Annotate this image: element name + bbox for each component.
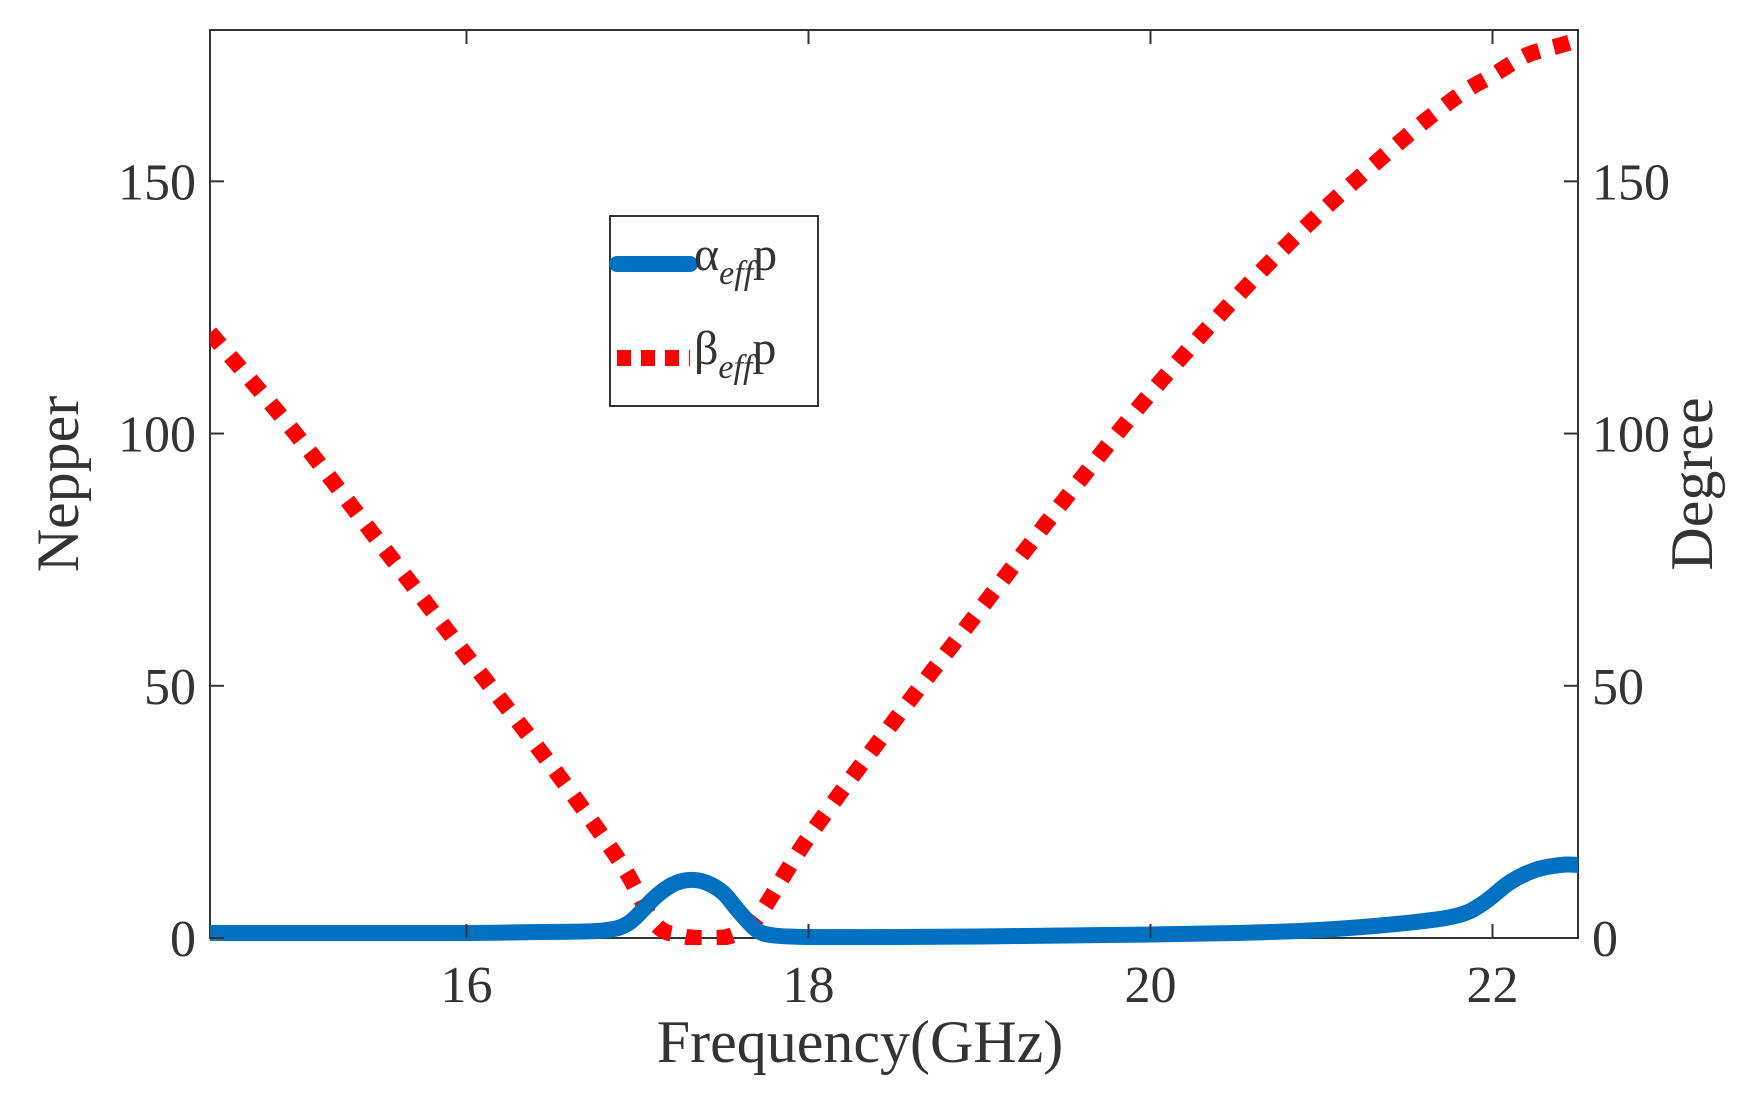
x-axis-title: Frequency(GHz) bbox=[657, 1009, 1064, 1075]
y-tick-label-right-100: 100 bbox=[1592, 407, 1670, 464]
legend-alpha-label: αeffp bbox=[694, 228, 777, 292]
legend: αeffp βeffp bbox=[609, 215, 819, 407]
y-tick-label-left-0: 0 bbox=[170, 911, 196, 968]
y-tick-label-left-50: 50 bbox=[144, 659, 196, 716]
y-axis-title-left: Nepper bbox=[25, 396, 91, 573]
x-tick-label-18: 18 bbox=[783, 957, 835, 1014]
ticks-layer: 16 18 20 22 0 50 100 150 0 50 100 150 bbox=[118, 30, 1670, 1014]
y-tick-label-right-50: 50 bbox=[1592, 659, 1644, 716]
x-tick-label-16: 16 bbox=[441, 957, 493, 1014]
y-tick-label-right-0: 0 bbox=[1592, 911, 1618, 968]
x-tick-label-22: 22 bbox=[1467, 957, 1519, 1014]
series-line-alpha bbox=[210, 856, 1578, 945]
y-axis-title-right: Degree bbox=[1659, 397, 1725, 570]
y-tick-label-left-150: 150 bbox=[118, 154, 196, 211]
legend-beta-label: βeffp bbox=[694, 322, 776, 386]
y-tick-label-left-100: 100 bbox=[118, 407, 196, 464]
series-line-beta bbox=[210, 32, 1578, 945]
legend-box bbox=[609, 215, 819, 407]
x-tick-label-20: 20 bbox=[1125, 957, 1177, 1014]
series-layer bbox=[210, 32, 1578, 945]
y-tick-label-right-150: 150 bbox=[1592, 154, 1670, 211]
plot-frame bbox=[209, 29, 1579, 939]
